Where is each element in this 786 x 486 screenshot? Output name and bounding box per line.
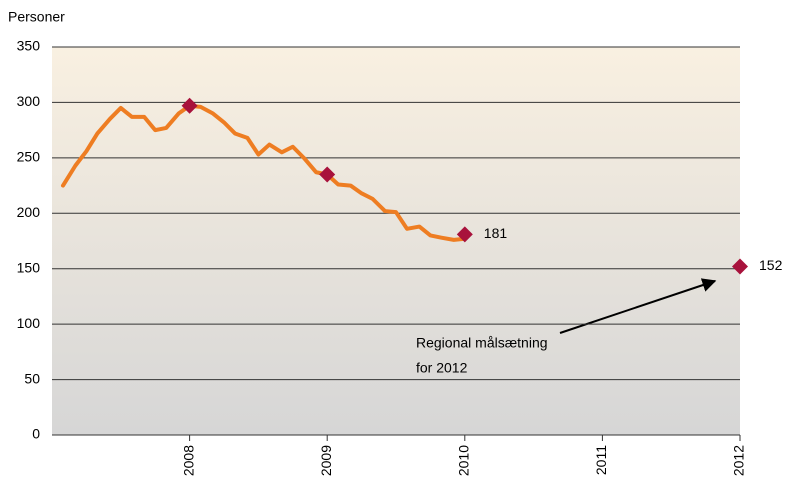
y-tick-label: 150 [17,259,41,275]
marker [181,97,198,114]
x-tick-label: 2008 [180,445,196,476]
y-tick-label: 250 [17,149,41,165]
y-axis-label: Personer [8,9,65,25]
y-tick-label: 100 [17,315,41,331]
x-tick-label: 2012 [731,445,747,476]
marker [456,226,473,243]
marker [319,166,336,183]
y-tick-label: 0 [32,426,40,442]
y-tick-label: 50 [24,370,40,386]
line [61,103,467,242]
x-tick-label: 2010 [456,445,472,476]
y-tick-label: 350 [17,38,41,54]
annotation: Regional målsætning [416,335,548,351]
marker [732,258,748,275]
data-label: 152 [759,257,783,273]
annotation: for 2012 [416,360,468,376]
x-tick-label: 2011 [593,445,609,475]
data-label: 181 [484,225,508,241]
y-tick-label: 300 [17,93,41,109]
y-tick-label: 200 [17,204,41,220]
x-tick-label: 2009 [318,445,334,476]
plot-area [52,47,740,435]
